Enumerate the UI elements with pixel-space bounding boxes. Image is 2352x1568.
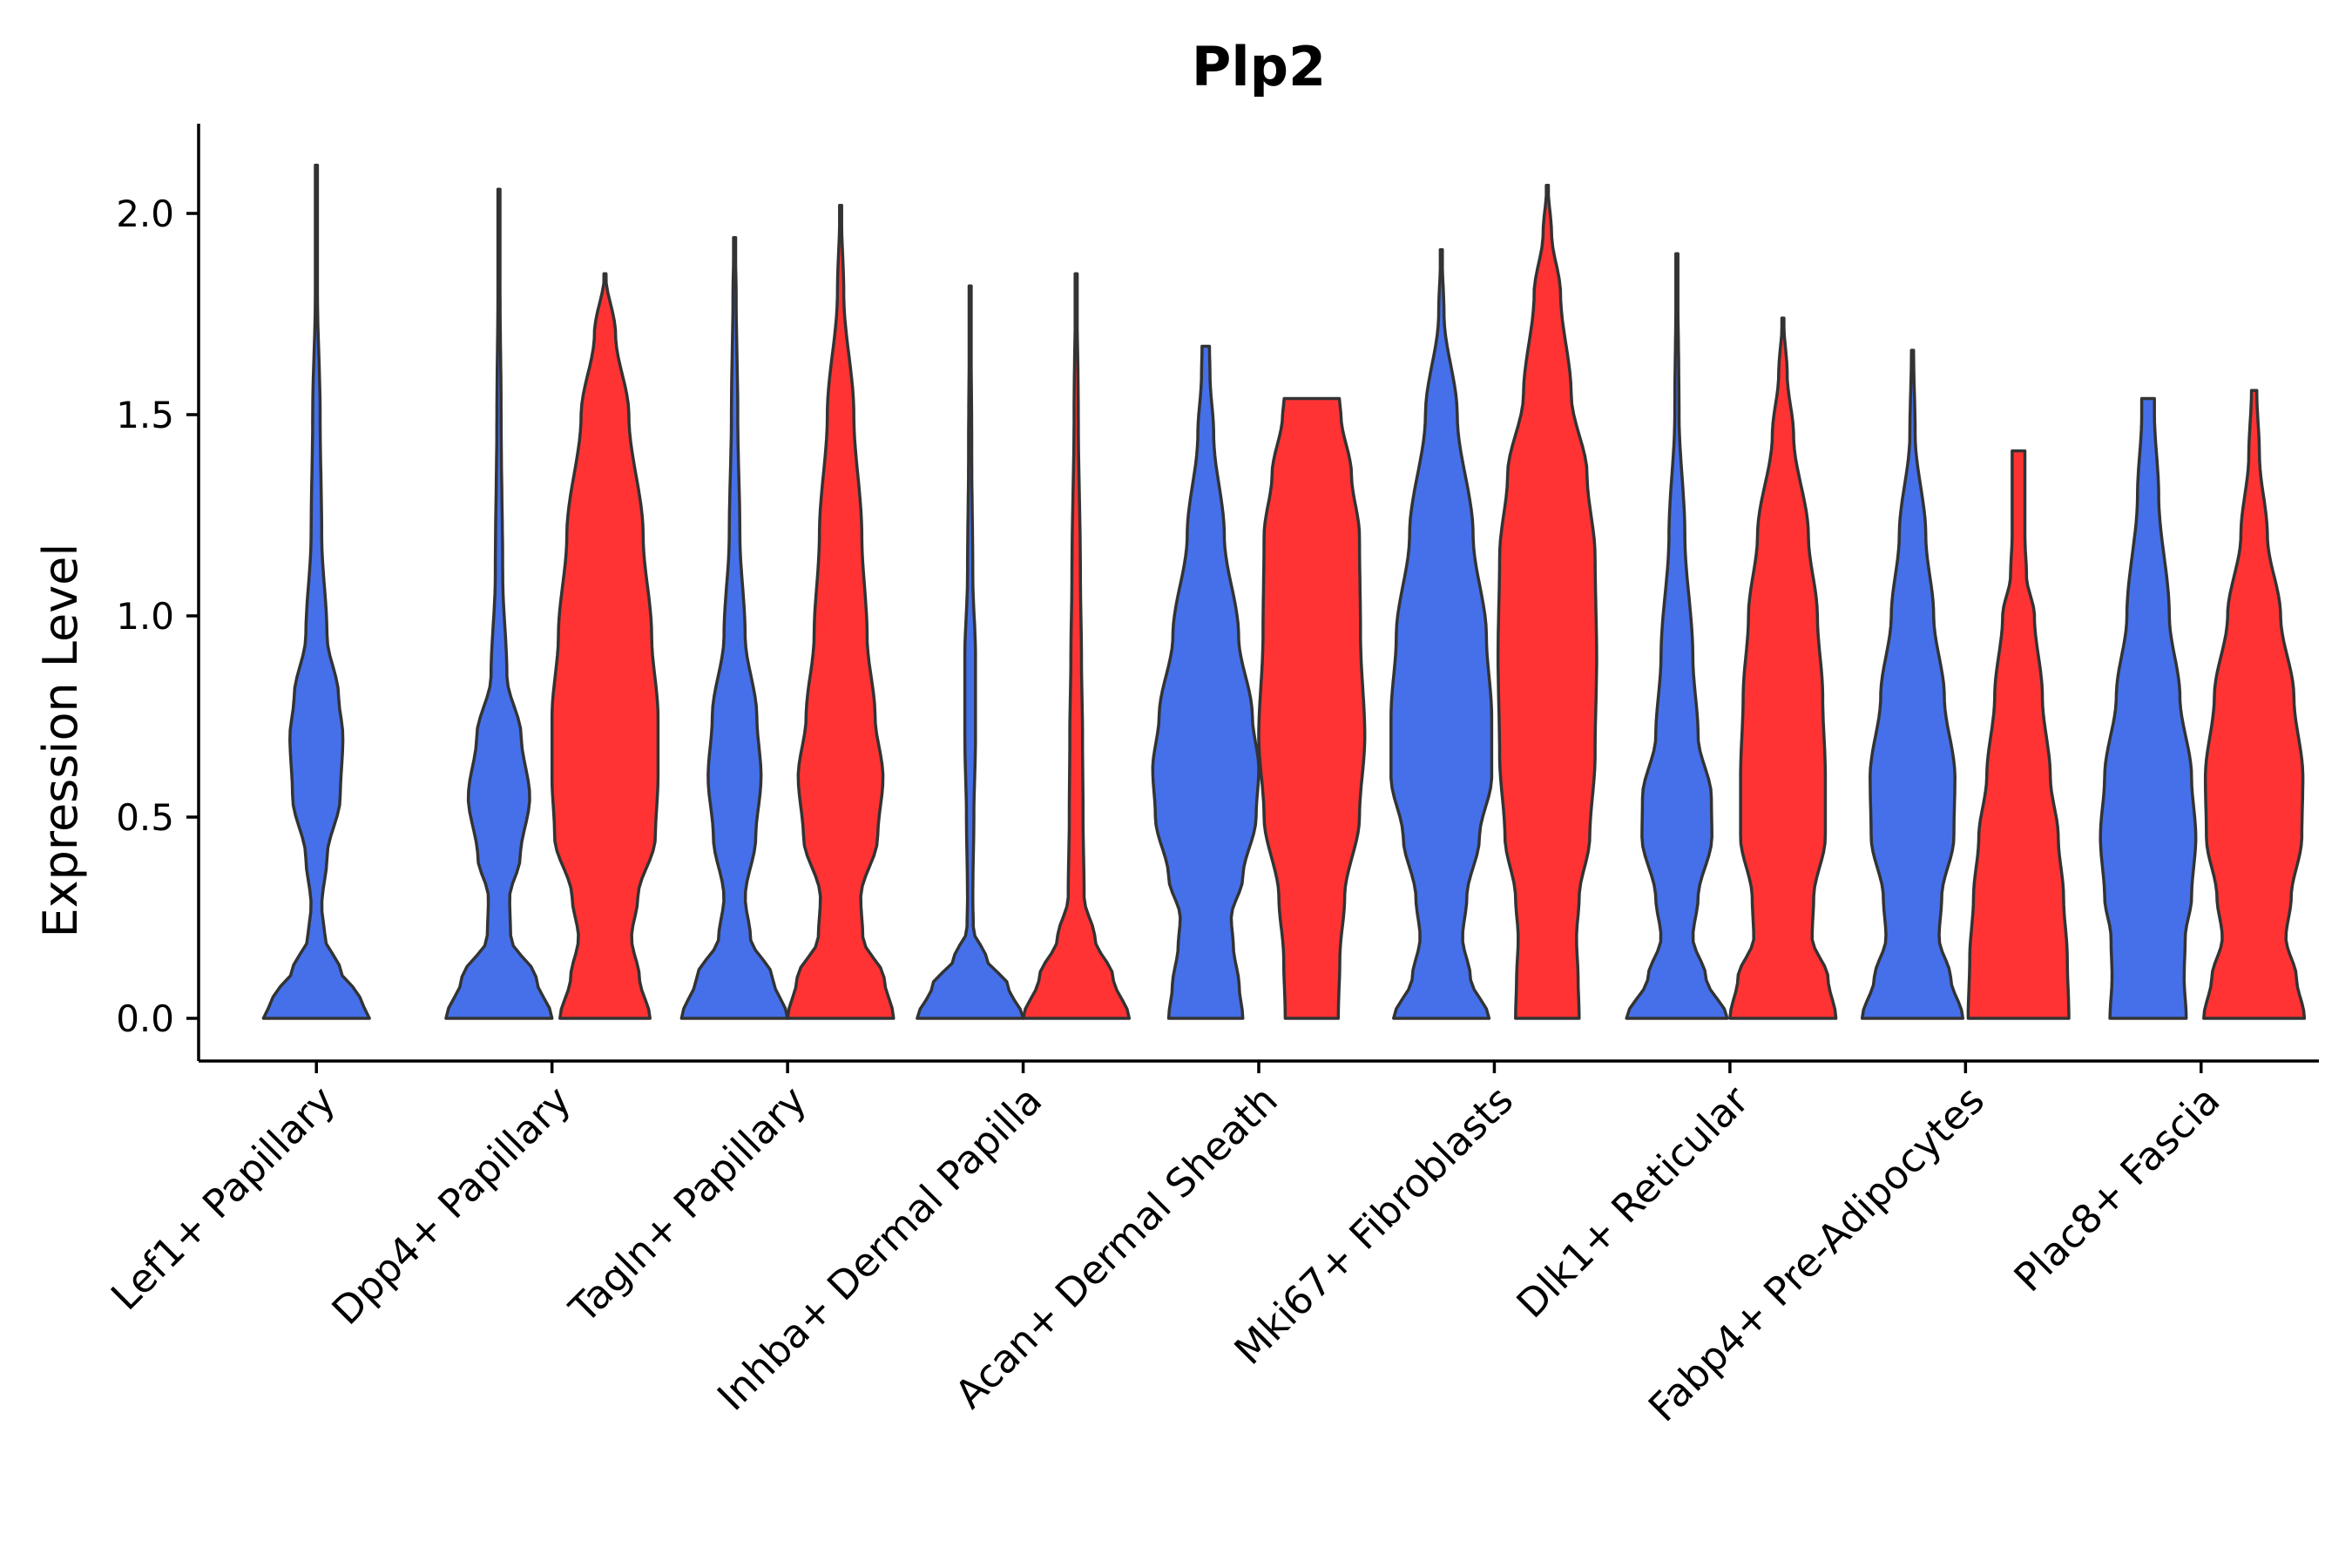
- violin-group-1-5: [1389, 247, 1494, 1020]
- violin-group-1-3: [916, 284, 1025, 1020]
- x-tick-label: Dpp4+ Papillary: [323, 1077, 580, 1334]
- x-tick-label: Plac8+ Fascia: [2005, 1077, 2229, 1301]
- violin-group-2-6: [1728, 316, 1838, 1020]
- x-tick-label: Lef1+ Papillary: [102, 1077, 344, 1319]
- y-tick-label: 1.5: [116, 394, 174, 436]
- violin-group-1-2: [679, 235, 789, 1020]
- violin-group-2-2: [786, 204, 896, 1020]
- violin-group-1-4: [1151, 344, 1260, 1020]
- violin-group-1-8: [2099, 396, 2198, 1020]
- violin-group-1-1: [444, 187, 554, 1020]
- violin-group-2-4: [1257, 396, 1367, 1020]
- y-tick-label: 2.0: [116, 193, 174, 235]
- violin-group-1-0: [261, 163, 371, 1020]
- violin-layer: [261, 163, 2307, 1020]
- violin-group-2-8: [2202, 389, 2307, 1020]
- violin-group-2-7: [1966, 449, 2071, 1020]
- violin-group-1-6: [1625, 252, 1729, 1020]
- violin-group-2-5: [1496, 183, 1598, 1020]
- y-ticks: 0.0 0.5 1.0 1.5 2.0: [116, 193, 199, 1040]
- y-tick-label: 0.5: [116, 796, 174, 839]
- chart-title: Plp2: [1192, 35, 1326, 98]
- y-tick-label: 0.0: [116, 997, 174, 1040]
- x-tick-label: Dlk1+ Reticular: [1508, 1077, 1758, 1327]
- violin-group-1-7: [1860, 348, 1965, 1020]
- y-axis-label: Expression Level: [33, 544, 88, 938]
- violin-group-2-1: [550, 272, 660, 1020]
- y-tick-label: 1.0: [116, 595, 174, 638]
- x-tick-label: Tagln+ Papillary: [560, 1077, 815, 1332]
- violin-group-2-3: [1021, 272, 1132, 1020]
